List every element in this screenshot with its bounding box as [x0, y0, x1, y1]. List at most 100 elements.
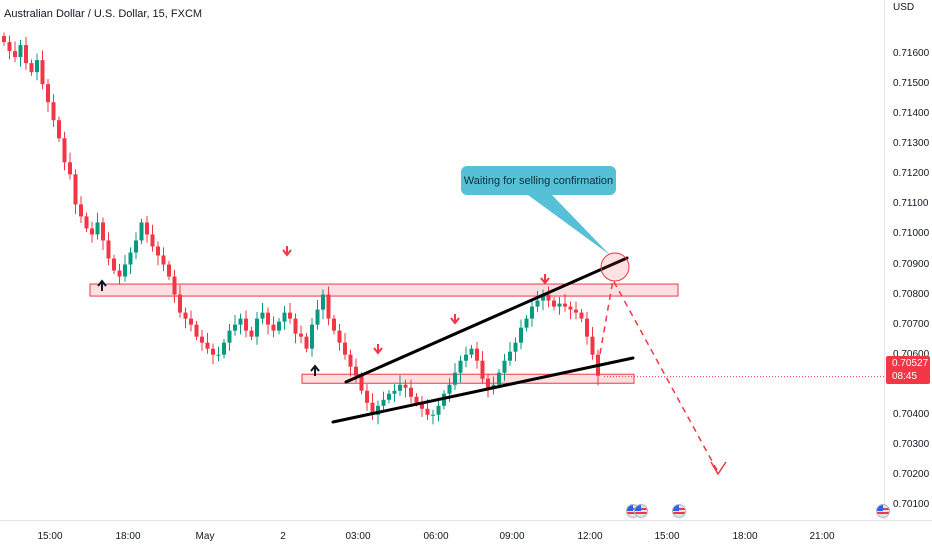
candle	[227, 330, 232, 343]
candle	[128, 252, 133, 265]
candle	[150, 234, 155, 247]
candle	[244, 318, 248, 331]
price-axis[interactable]: USD 0.71600 0.71500 0.71400 0.71300 0.71200 0.…	[884, 0, 932, 520]
chart-pane[interactable]: Australian Dollar / U.S. Dollar, 15, FXC…	[0, 0, 884, 520]
price-tick: 0.70900	[893, 258, 930, 270]
candle	[541, 294, 545, 301]
candle	[497, 372, 501, 385]
candle	[370, 402, 375, 415]
time-tick: 21:00	[809, 531, 835, 542]
us-flag-event-icon[interactable]	[876, 504, 890, 518]
candle	[343, 342, 347, 355]
candlestick-chart[interactable]	[0, 0, 884, 520]
price-tick: 0.70400	[893, 408, 930, 420]
candle	[238, 318, 243, 325]
candle	[403, 384, 408, 388]
price-tick: 0.70600	[893, 348, 930, 360]
support-resistance-zone	[89, 283, 679, 297]
zones	[89, 283, 679, 384]
candle	[574, 309, 578, 313]
price-tick: 0.71300	[893, 138, 930, 150]
candle	[354, 366, 358, 376]
candle	[145, 222, 149, 235]
confirmation-circle	[600, 252, 630, 282]
price-tick: 0.70200	[893, 468, 930, 480]
drawings	[97, 195, 884, 476]
candle	[13, 51, 17, 58]
candle	[321, 294, 325, 310]
candle	[183, 312, 188, 319]
candle	[332, 318, 336, 331]
candle	[51, 102, 56, 121]
upper-trendline	[344, 256, 629, 384]
candle	[79, 204, 83, 217]
candle	[106, 240, 111, 259]
candle	[24, 45, 28, 64]
time-tick: 03:00	[345, 531, 371, 542]
time-axis[interactable]: 15:00 18:00 May 2 03:00 06:00 09:00 12:00 15:00 1…	[0, 520, 932, 551]
candle	[222, 342, 226, 355]
us-flag-event-icon[interactable]	[634, 504, 648, 518]
candle	[431, 414, 435, 416]
candle	[458, 360, 463, 373]
price-tick: 0.71200	[893, 168, 930, 180]
candle	[530, 306, 534, 319]
candle	[524, 318, 529, 328]
price-tick: 0.71500	[893, 78, 930, 90]
candle	[189, 318, 193, 325]
candle	[18, 45, 23, 58]
candle	[469, 348, 474, 355]
candle	[73, 174, 78, 205]
candle	[464, 354, 468, 361]
candle	[337, 330, 342, 343]
candle	[392, 390, 397, 394]
buy-arrow-icon	[97, 279, 107, 287]
sell-arrow-icon	[540, 277, 550, 285]
time-tick: 18:00	[732, 531, 758, 542]
candle	[420, 402, 424, 409]
candle	[348, 354, 353, 367]
candle	[359, 375, 364, 391]
candle	[315, 309, 320, 325]
candle	[84, 216, 89, 229]
candle	[568, 306, 573, 310]
candle	[310, 324, 314, 349]
candle	[480, 360, 485, 379]
us-flag-event-icon[interactable]	[672, 504, 686, 518]
price-tick: 0.71100	[893, 198, 929, 210]
candle	[57, 120, 61, 139]
current-price-badge: 0.70527 08:45	[886, 356, 930, 384]
time-tick: 2	[280, 531, 286, 542]
sell-arrow-icon	[450, 317, 460, 325]
candle	[277, 321, 281, 331]
price-tick: 0.71000	[893, 228, 930, 240]
price-tick: 0.70700	[893, 318, 930, 330]
candle	[260, 312, 265, 319]
price-tick: 0.71600	[893, 48, 930, 60]
candle	[90, 228, 94, 235]
candle	[101, 222, 105, 241]
lower-trendline	[331, 356, 635, 424]
candle	[112, 258, 116, 271]
candle	[139, 222, 144, 241]
candle	[282, 312, 287, 322]
price-tick: 0.70300	[893, 438, 930, 450]
candle	[194, 324, 199, 337]
chart-title[interactable]: Australian Dollar / U.S. Dollar, 15, FXC…	[4, 8, 203, 20]
candle	[2, 36, 6, 43]
candle	[40, 60, 45, 85]
candle	[502, 360, 507, 373]
candle	[68, 162, 72, 175]
candle	[178, 294, 182, 313]
candle	[519, 327, 523, 343]
candle	[590, 336, 595, 355]
candle	[62, 138, 67, 163]
annotation-callout[interactable]: Waiting for selling confirmation	[461, 166, 616, 195]
support-resistance-zone	[301, 373, 635, 384]
projection-path	[599, 277, 719, 473]
candle	[288, 312, 292, 319]
candle	[365, 390, 369, 403]
time-tick: 09:00	[499, 531, 525, 542]
candle	[156, 246, 160, 256]
candle	[249, 330, 254, 337]
